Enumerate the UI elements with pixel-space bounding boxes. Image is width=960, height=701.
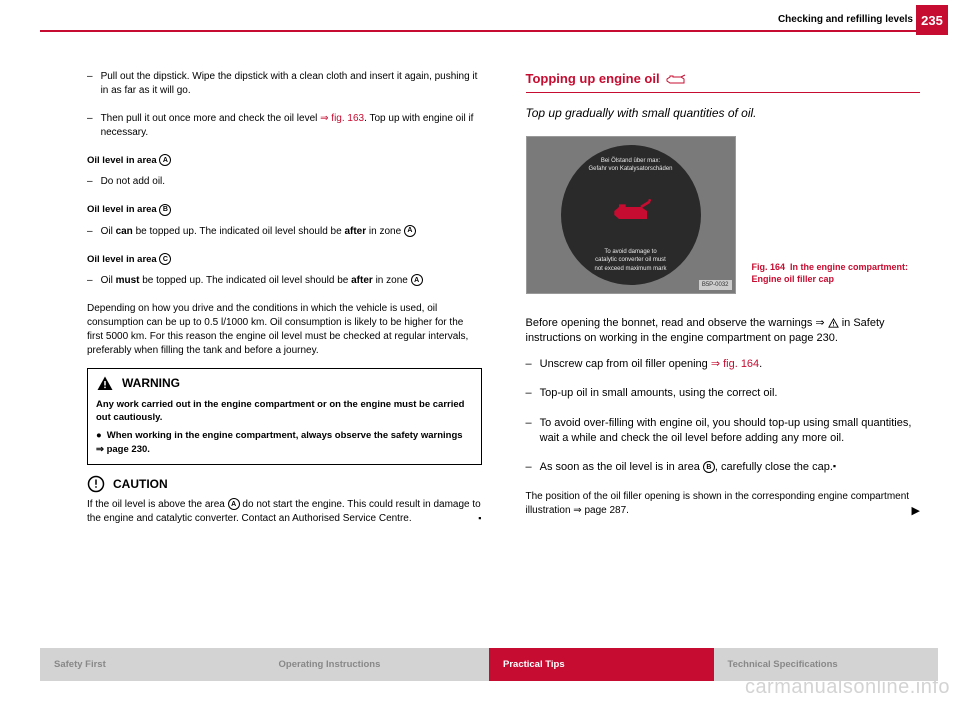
oil-can-symbol-icon [611, 196, 651, 226]
list-item: – Do not add oil. [87, 175, 482, 189]
step-item: – Pull out the dipstick. Wipe the dipsti… [87, 70, 482, 98]
step-text: Top-up oil in small amounts, using the c… [540, 386, 778, 401]
paragraph: The position of the oil filler opening i… [526, 490, 921, 518]
step-text: To avoid over-filling with engine oil, y… [540, 416, 920, 447]
step-item: – Top-up oil in small amounts, using the… [526, 386, 921, 401]
circle-letter: A [404, 225, 416, 237]
warning-title: WARNING [122, 375, 180, 392]
right-column: Topping up engine oil Top up gradually w… [526, 70, 921, 641]
section-lead: Top up gradually with small quantities o… [526, 105, 921, 122]
item-text: Oil can be topped up. The indicated oil … [101, 225, 416, 239]
list-item: – Oil can be topped up. The indicated oi… [87, 225, 482, 239]
step-item: – Unscrew cap from oil filler opening ⇒ … [526, 357, 921, 372]
step-item: – To avoid over-filling with engine oil,… [526, 416, 921, 447]
footer-tab-operating[interactable]: Operating Instructions [265, 648, 490, 681]
circle-letter: C [159, 253, 171, 265]
dash: – [87, 112, 93, 140]
cap-text-bottom: To avoid damage to catalytic converter o… [594, 248, 666, 273]
continuation-arrow-icon: ▶ [912, 504, 920, 519]
dash: – [526, 386, 532, 401]
page-content: – Pull out the dipstick. Wipe the dipsti… [87, 70, 920, 641]
warning-triangle-icon [96, 375, 114, 393]
paragraph: Depending on how you drive and the condi… [87, 302, 482, 358]
section-title: Topping up engine oil [526, 70, 921, 93]
left-column: – Pull out the dipstick. Wipe the dipsti… [87, 70, 482, 641]
step-item: – Then pull it out once more and check t… [87, 112, 482, 140]
warning-box: WARNING Any work carried out in the engi… [87, 368, 482, 465]
oil-can-icon [666, 73, 686, 85]
circle-letter: A [228, 498, 240, 510]
figure-image: Bei Ölstand über max: Gefahr von Katalys… [526, 136, 736, 294]
circle-letter: A [411, 274, 423, 286]
step-item: – As soon as the oil level is in area B,… [526, 460, 921, 475]
oil-cap-graphic: Bei Ölstand über max: Gefahr von Katalys… [561, 145, 701, 285]
end-stop-icon: ▪ [478, 512, 481, 525]
caution-text: If the oil level is above the area A do … [87, 498, 482, 526]
figure-caption: Fig. 164 In the engine compartment: Engi… [752, 261, 921, 294]
step-text: Then pull it out once more and check the… [101, 112, 482, 140]
dash: – [87, 225, 93, 239]
dash: – [87, 70, 93, 98]
warning-triangle-inline-icon [828, 318, 839, 329]
subhead: Oil level in area B [87, 203, 482, 216]
warning-text: ●When working in the engine compartment,… [96, 429, 473, 456]
caution-title: CAUTION [113, 476, 168, 493]
caution-heading: CAUTION [87, 475, 482, 493]
step-text: As soon as the oil level is in area B, c… [540, 460, 836, 475]
item-text: Oil must be topped up. The indicated oil… [101, 274, 423, 288]
header-section-title: Checking and refilling levels [778, 14, 913, 25]
xref: ⇒ fig. 164 [711, 358, 759, 370]
caution-circle-icon [87, 475, 105, 493]
list-item: – Oil must be topped up. The indicated o… [87, 274, 482, 288]
dash: – [87, 274, 93, 288]
warning-text: Any work carried out in the engine compa… [96, 398, 473, 425]
item-text: Do not add oil. [101, 175, 166, 189]
circle-letter: B [159, 204, 171, 216]
warning-heading: WARNING [96, 375, 473, 393]
bullet: ● [96, 430, 102, 441]
subhead: Oil level in area A [87, 154, 482, 167]
step-text: Pull out the dipstick. Wipe the dipstick… [101, 70, 482, 98]
footer-tab-safety[interactable]: Safety First [40, 648, 265, 681]
figure: Bei Ölstand über max: Gefahr von Katalys… [526, 136, 921, 294]
paragraph: Before opening the bonnet, read and obse… [526, 316, 921, 347]
watermark: carmanualsonline.info [745, 676, 950, 699]
circle-letter: B [703, 461, 715, 473]
dash: – [526, 357, 532, 372]
dash: – [526, 460, 532, 475]
xref: ⇒ fig. 163 [320, 113, 364, 124]
header-rule [40, 30, 938, 32]
subhead: Oil level in area C [87, 253, 482, 266]
cap-text-top: Bei Ölstand über max: Gefahr von Katalys… [588, 157, 672, 174]
end-stop-icon: ▪ [833, 460, 836, 473]
circle-letter: A [159, 154, 171, 166]
dash: – [87, 175, 93, 189]
dash: – [526, 416, 532, 447]
step-text: Unscrew cap from oil filler opening ⇒ fi… [540, 357, 763, 372]
image-reference-id: B5P-0032 [699, 280, 732, 290]
footer-tab-practical[interactable]: Practical Tips [489, 648, 714, 681]
